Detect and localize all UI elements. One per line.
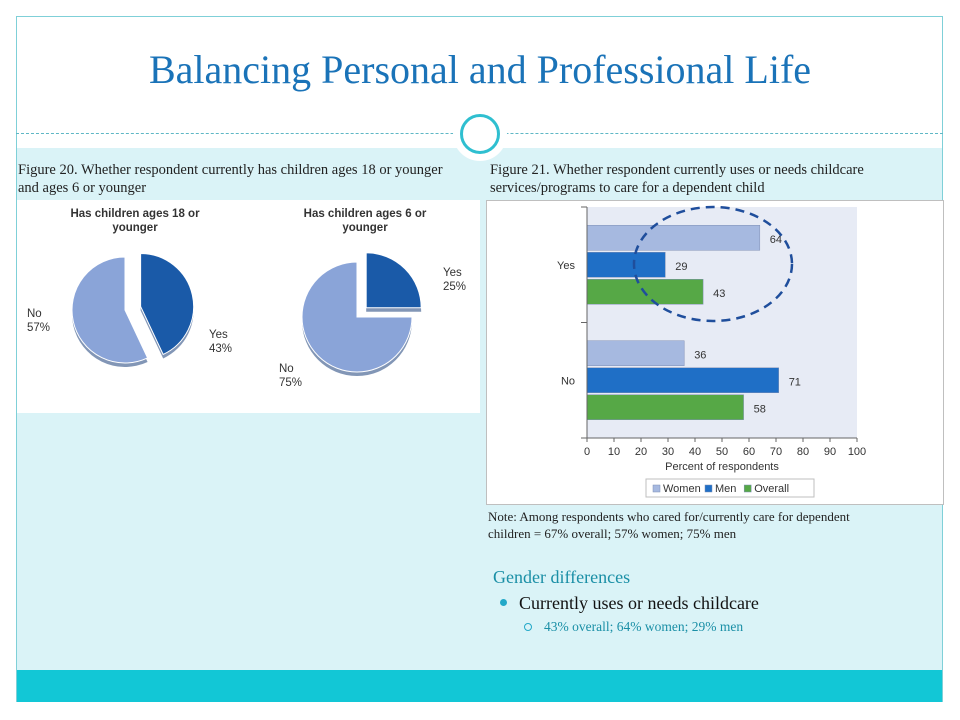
bar-women-no [586, 340, 685, 366]
legend-swatch-men [704, 484, 713, 493]
x-tick-label: 40 [689, 446, 701, 458]
pie-slice-yes [365, 252, 422, 309]
x-axis-title: Percent of respondents [665, 461, 779, 473]
legend-label-men: Men [715, 483, 736, 495]
x-tick-label: 90 [824, 446, 836, 458]
legend-box [645, 478, 815, 498]
x-tick-label: 60 [743, 446, 755, 458]
pie-label-yes: Yes [209, 329, 228, 341]
bar-value-label: 64 [770, 234, 782, 246]
pie-chart-18: Has children ages 18 or younger Yes 43% No 57… [27, 208, 232, 367]
legend-label-overall: Overall [754, 483, 789, 495]
bullet-text: Currently uses or needs childcare [519, 593, 759, 613]
bar-women-yes [586, 225, 761, 251]
sub-bullet-ring-icon [524, 622, 532, 631]
x-tick-label: 30 [662, 446, 674, 458]
sub-bullet-text: 43% overall; 64% women; 29% men [544, 619, 744, 634]
bar-chart-panel: Yes 64 29 43 No 36 71 58 0 10 20 30 40 50 60 70 80 90 100 P… [486, 200, 944, 505]
pie-pct-no: 57% [27, 322, 50, 334]
bar-men-no [586, 367, 779, 393]
x-tick-label: 80 [797, 446, 809, 458]
x-tick-label: 20 [635, 446, 647, 458]
bar-men-yes [586, 252, 666, 278]
bar-value-label: 71 [789, 376, 801, 388]
pie-chart-6-panel: Has children ages 6 or younger Yes 25% No 75% [247, 200, 480, 413]
bullet-dot-icon [500, 599, 507, 607]
pie-pct-no: 75% [279, 377, 302, 389]
category-label-yes: Yes [557, 260, 575, 272]
pie-chart-18-panel: Has children ages 18 or younger Yes 43% No 57… [17, 200, 247, 413]
pie-slice-no [71, 256, 149, 364]
chart-note: Note: Among respondents who cared for/cu… [488, 509, 850, 541]
pie-chart-6: Has children ages 6 or younger Yes 25% No 75% [279, 208, 466, 389]
bar-chart-childcare: Yes 64 29 43 No 36 71 58 0 10 20 30 40 50 60 70 80 90 100 P… [557, 205, 866, 498]
footer-bar [17, 670, 942, 702]
legend-label-women: Women [663, 483, 701, 495]
x-tick-label: 50 [716, 446, 728, 458]
pie-title: younger [112, 222, 158, 234]
pie-title: Has children ages 6 or [304, 208, 427, 220]
pie-slice-yes [140, 253, 195, 356]
highlight-ellipse [632, 205, 794, 323]
x-tick-label: 10 [608, 446, 620, 458]
pie-pct-yes: 25% [443, 281, 466, 293]
legend-swatch-overall [743, 484, 752, 493]
pie-label-yes: Yes [443, 267, 462, 279]
pie-title: younger [342, 222, 388, 234]
legend-swatch-women [652, 484, 661, 493]
gender-differences-heading: Gender differences [493, 567, 631, 587]
bar-value-label: 36 [694, 349, 706, 361]
figure21-caption: Figure 21. Whether respondent currently … [490, 162, 864, 196]
pie-pct-yes: 43% [209, 343, 232, 355]
figure20-caption: Figure 20. Whether respondent currently … [18, 162, 443, 196]
bar-value-label: 29 [675, 261, 687, 273]
pie-label-no: No [27, 308, 42, 320]
x-tick-label: 70 [770, 446, 782, 458]
bar-value-label: 58 [754, 403, 766, 415]
bullet-item: Currently uses or needs childcare [500, 593, 759, 614]
bar-value-label: 43 [713, 288, 725, 300]
sub-bullet-item: 43% overall; 64% women; 29% men [524, 619, 743, 635]
page-title: Balancing Personal and Professional Life [148, 47, 812, 92]
ring-ornament-icon [460, 114, 500, 154]
category-label-no: No [561, 375, 575, 387]
pie-slice-no [301, 261, 413, 373]
pie-title: Has children ages 18 or [70, 208, 200, 220]
pie-label-no: No [279, 363, 294, 375]
x-tick-label: 0 [584, 446, 590, 458]
bar-overall-no [586, 394, 744, 420]
x-tick-label: 100 [848, 446, 866, 458]
